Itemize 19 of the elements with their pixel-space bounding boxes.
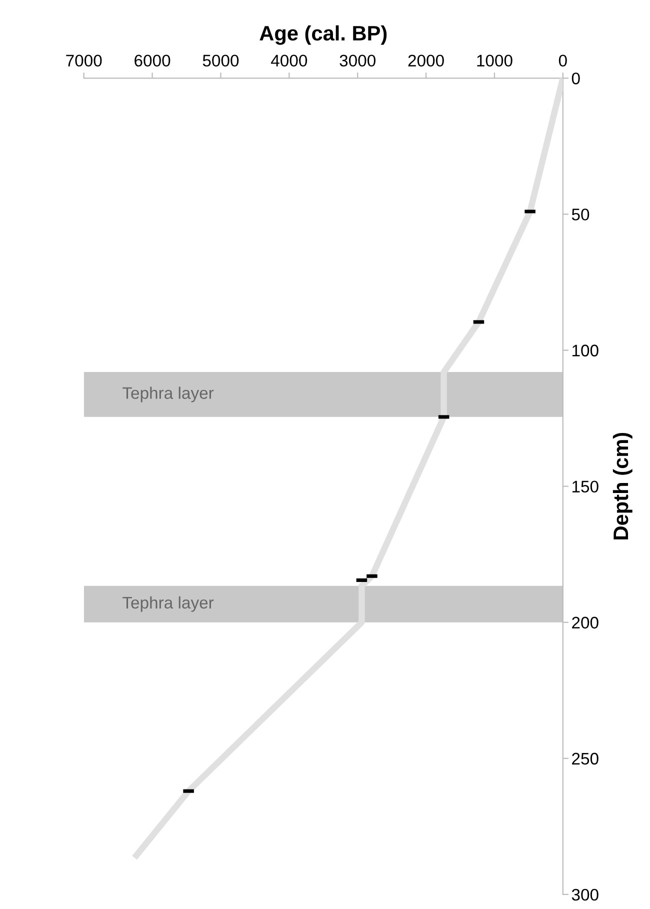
y-tick-label: 300 bbox=[572, 888, 598, 901]
band-label: Tephra layer bbox=[122, 386, 214, 402]
y-tick-label: 100 bbox=[572, 344, 598, 356]
y-tick-label: 200 bbox=[572, 616, 598, 629]
x-tick-label: 3000 bbox=[340, 54, 376, 67]
y-tick-label: 50 bbox=[572, 208, 590, 220]
y-tick-label: 150 bbox=[572, 480, 598, 493]
y-tick-label: 0 bbox=[572, 72, 580, 84]
x-tick-label: 6000 bbox=[134, 54, 170, 67]
x-axis-title: Age (cal. BP) bbox=[260, 25, 387, 45]
x-tick-label: 2000 bbox=[408, 54, 444, 67]
x-tick-label: 0 bbox=[558, 54, 567, 67]
x-tick-label: 7000 bbox=[66, 54, 102, 67]
x-tick-label: 4000 bbox=[271, 54, 308, 67]
band-label: Tephra layer bbox=[122, 596, 214, 612]
y-axis-title: Depth (cm) bbox=[612, 432, 632, 540]
y-tick-label: 250 bbox=[572, 752, 598, 765]
x-tick-label: 5000 bbox=[202, 54, 239, 67]
x-tick-label: 1000 bbox=[477, 54, 512, 67]
